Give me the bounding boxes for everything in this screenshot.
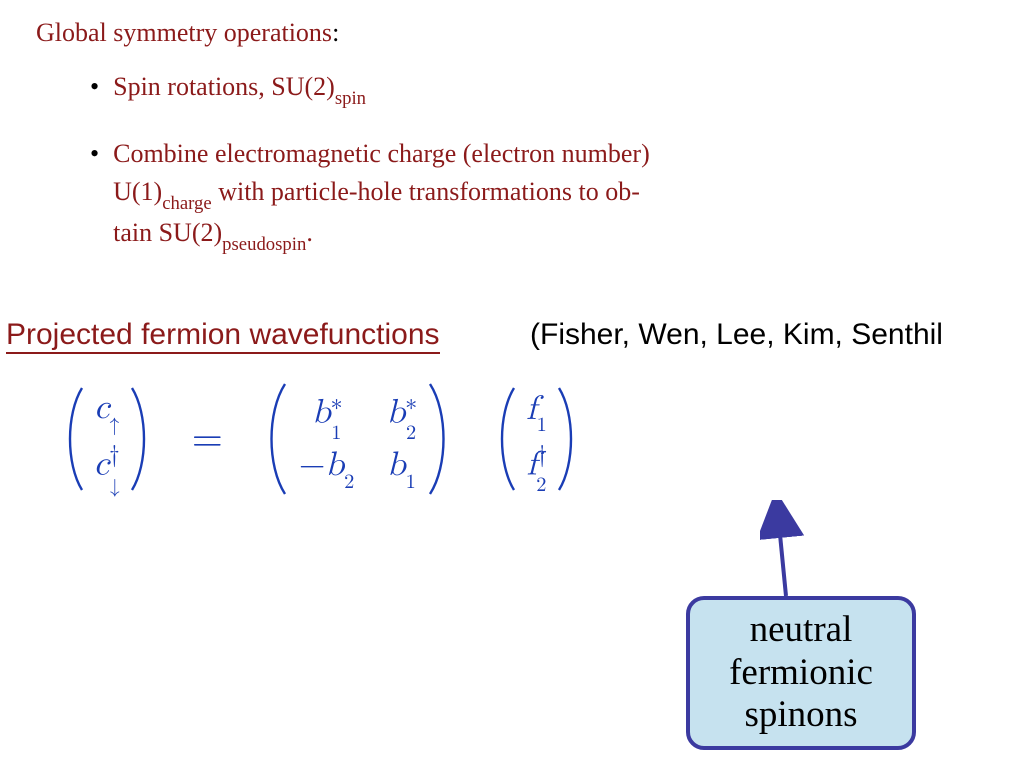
callout-line2: fermionic	[729, 652, 873, 693]
left-vector-body: c↑ c†↓	[86, 389, 128, 489]
bullet-2-body: Combine electromagnetic charge (electron…	[113, 135, 650, 255]
bullet-1-text: Spin rotations, SU(2)	[113, 72, 335, 101]
paren-right-icon	[555, 384, 581, 494]
sym-b: b	[386, 395, 405, 429]
b22: b1	[387, 440, 416, 492]
paren-left-icon	[60, 384, 86, 494]
bullet-2-line3a: tain SU(2)	[113, 218, 222, 247]
equation: c↑ c†↓ = b∗1	[60, 380, 960, 498]
bullet-2-line3-sub: pseudospin	[222, 234, 306, 255]
paren-left-icon	[261, 380, 289, 498]
right-vector-body: f1 f†2	[518, 389, 555, 489]
sub-f1: 1	[537, 415, 547, 435]
bullet-2-u1: U(1)	[113, 177, 162, 206]
sym-b: b	[312, 395, 331, 429]
callout-text: neutral fermionic spinons	[729, 609, 873, 737]
title-colon: :	[332, 18, 339, 47]
b-matrix-col2: b∗2 b1	[386, 386, 416, 492]
callout-line1: neutral	[750, 609, 853, 650]
sub-f2: 2	[536, 475, 546, 495]
slide-page: Global symmetry operations: • Spin rotat…	[0, 0, 1024, 768]
b-matrix: b∗1 −b2 b∗2 b1	[261, 380, 454, 498]
arrow-icon	[760, 500, 820, 610]
star-11: ∗	[331, 391, 343, 415]
sym-b: b	[387, 448, 406, 482]
b-matrix-col1: b∗1 −b2	[299, 386, 355, 492]
sym-c-down: c	[94, 447, 109, 481]
bullet-1: • Spin rotations, SU(2)spin	[90, 68, 990, 109]
equals-sign: =	[192, 415, 223, 463]
title-prefix: Global symmetry operations	[36, 18, 332, 47]
reference-names: (Fisher, Wen, Lee, Kim, Senthil	[530, 318, 943, 352]
b12: b∗ 2	[386, 386, 416, 440]
sym-b: b	[325, 448, 344, 482]
sym-c-up: c	[94, 391, 109, 425]
sub-11: 1	[331, 423, 341, 443]
projected-heading: Projected fermion wavefunctions	[6, 318, 440, 352]
sub-21: 2	[344, 472, 354, 492]
right-vector-bottom: f†2	[526, 442, 546, 488]
left-vector: c↑ c†↓	[60, 384, 154, 494]
dagger-2: †	[537, 443, 548, 467]
bullet-1-body: Spin rotations, SU(2)spin	[113, 68, 366, 109]
left-vector-top: c↑	[94, 390, 119, 431]
sub-down-arrow: ↓	[110, 477, 120, 497]
sym-f1: f	[526, 392, 536, 426]
dagger-1: †	[109, 443, 120, 467]
sub-22: 1	[406, 472, 416, 492]
equation-row: c↑ c†↓ = b∗1	[60, 380, 960, 498]
callout-line3: spinons	[744, 694, 857, 735]
bullet-dot: •	[90, 68, 99, 106]
bullet-dot: •	[90, 135, 99, 173]
b-matrix-body: b∗1 −b2 b∗2 b1	[289, 386, 426, 492]
projected-heading-text: Projected fermion wavefunctions	[6, 318, 440, 354]
bullet-2-u1-sub: charge	[162, 193, 212, 214]
sub-up-arrow: ↑	[109, 415, 119, 435]
bullet-2-line1: Combine electromagnetic charge (electron…	[113, 139, 650, 168]
bullet-2: • Combine electromagnetic charge (electr…	[90, 135, 990, 255]
right-vector-top: f1	[526, 391, 547, 432]
b11: b∗ 1	[312, 386, 342, 440]
sub-12: 2	[406, 423, 416, 443]
neg-21: −	[299, 448, 325, 482]
b21: −b2	[299, 440, 355, 492]
bullet-list: • Spin rotations, SU(2)spin • Combine el…	[90, 68, 990, 282]
paren-right-icon	[128, 384, 154, 494]
paren-right-icon	[426, 380, 454, 498]
right-vector: f1 f†2	[492, 384, 581, 494]
section-title: Global symmetry operations:	[36, 18, 339, 48]
bullet-1-sub: spin	[335, 88, 366, 109]
star-12: ∗	[405, 391, 417, 415]
left-vector-bottom: c†↓	[94, 442, 120, 488]
paren-left-icon	[492, 384, 518, 494]
bullet-2-line3-suffix: .	[306, 218, 313, 247]
callout-box: neutral fermionic spinons	[686, 596, 916, 750]
bullet-2-mid: with particle-hole transformations to ob…	[212, 177, 640, 206]
